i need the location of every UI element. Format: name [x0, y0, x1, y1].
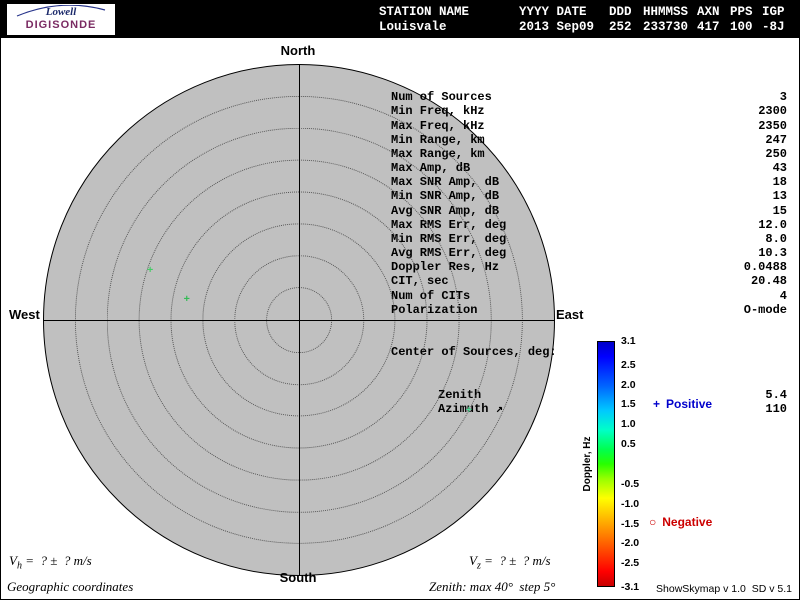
colorbar-tick-label: 2.5 — [621, 358, 636, 371]
stat-value: 250 — [765, 146, 787, 161]
header-bar: Lowell DIGISONDE STATION NAME Louisvale YY… — [1, 1, 799, 38]
vz-symbol: V — [469, 553, 477, 568]
stat-value: 18 — [772, 175, 787, 190]
stat-row: Min Freq, kHz 2300 — [391, 104, 787, 118]
legend-negative: ○ Negative — [649, 515, 712, 529]
header-column-value: Louisvale — [379, 20, 447, 34]
circle-marker-icon: ○ — [649, 515, 657, 529]
stat-value: 15 — [772, 203, 787, 218]
header-column-value: 417 — [697, 20, 720, 34]
stat-value: 110 — [765, 401, 787, 416]
header-column-value: 233730 — [643, 20, 689, 34]
vz-value: = ? ± ? m/s — [480, 553, 551, 568]
vz-subscript: z — [476, 560, 481, 572]
header-column-value: 252 — [609, 20, 632, 34]
header-columns: STATION NAME Louisvale YYYY DATE 2013 Sep09… — [379, 5, 792, 35]
lowell-digisonde-logo: Lowell DIGISONDE — [7, 4, 115, 35]
colorbar-tick-label: -2.5 — [621, 557, 640, 570]
compass-label-south: South — [279, 570, 317, 585]
colorbar-title: Doppler, Hz — [582, 436, 593, 492]
logo-lowell-text: Lowell — [45, 6, 77, 18]
doppler-colorbar: Doppler, Hz 3.1 2.5 2.0 1.5 1.0 0.5 -0.5 -1.0 -1… — [582, 335, 639, 593]
legend-positive-label: Positive — [666, 397, 713, 411]
compass-label-west: West — [9, 307, 40, 322]
stat-value: 2300 — [758, 104, 787, 119]
header-column-label: PPS — [730, 5, 753, 19]
stat-value: 4 — [779, 288, 787, 303]
stat-value: 43 — [772, 161, 787, 176]
stat-value: 3 — [779, 90, 787, 105]
header-column-label: HHMMSS — [643, 5, 689, 19]
colorbar-tick-label: -2.0 — [621, 537, 640, 550]
stat-label: Min Freq, kHz — [391, 104, 485, 119]
colorbar-tick-labels: 3.1 2.5 2.0 1.5 1.0 0.5 -0.5 -1.0 -1.5 -2.0 -2.5 -3… — [597, 335, 639, 593]
stat-value: 2350 — [758, 118, 787, 133]
stat-value: O-mode — [743, 302, 787, 317]
legend-positive: + Positive — [653, 397, 712, 411]
stat-row: Min Range, km 247 — [391, 133, 787, 147]
version-label: ShowSkymap v 1.0 SD v 5.1 — [656, 583, 792, 595]
header-column-label: IGP — [762, 5, 785, 19]
vh-subscript: h — [16, 560, 22, 572]
header-column-value: -8J — [762, 20, 785, 34]
zenith-range-label: Zenith: max 40° step 5° — [429, 579, 556, 594]
header-column: DDD 252 — [609, 5, 643, 35]
stat-value: 5.4 — [765, 387, 787, 402]
colorbar-tick-label: 2.0 — [621, 378, 636, 391]
stat-value: 20.48 — [750, 274, 787, 289]
colorbar-tick-label: 3.1 — [621, 335, 636, 347]
colorbar-tick-label: 0.5 — [621, 438, 636, 451]
header-column-label: STATION NAME — [379, 5, 470, 19]
stat-value: 10.3 — [758, 246, 787, 261]
compass-label-east: East — [556, 307, 584, 322]
colorbar-tick-label: -1.0 — [621, 497, 640, 510]
stat-value: 0.0488 — [743, 260, 787, 275]
colorbar-gradient — [597, 341, 615, 587]
header-column: HHMMSS 233730 — [643, 5, 697, 35]
legend-negative-label: Negative — [662, 515, 713, 529]
compass-label-north: North — [280, 43, 316, 58]
stat-value: 247 — [765, 132, 787, 147]
stat-value: 8.0 — [765, 231, 787, 246]
stat-value: 13 — [772, 189, 787, 204]
source-point: + — [147, 264, 154, 276]
coordinates-mode-label: Geographic coordinates — [7, 579, 134, 594]
colorbar-tick-label: -3.1 — [621, 581, 640, 593]
header-column: IGP -8J — [762, 5, 792, 35]
stat-label: Num of Sources — [391, 90, 492, 105]
source-point: + — [465, 404, 472, 416]
header-column-label: YYYY DATE — [519, 5, 587, 19]
header-column: YYYY DATE 2013 Sep09 — [519, 5, 609, 35]
skymap-plot: + + + — [43, 64, 555, 576]
source-point: + — [183, 293, 190, 305]
header-column-label: AXN — [697, 5, 720, 19]
logo-digisonde-text: DIGISONDE — [25, 19, 97, 31]
header-column: AXN 417 — [697, 5, 730, 35]
stat-row: Num of Sources 3 — [391, 90, 787, 104]
plus-marker-icon: + — [653, 397, 661, 411]
colorbar-tick-label: -1.5 — [621, 517, 640, 530]
colorbar-tick-label: 1.0 — [621, 418, 636, 431]
vh-value: = ? ± ? m/s — [21, 553, 92, 568]
east-west-axis — [44, 320, 554, 321]
stat-value: 12.0 — [758, 217, 787, 232]
header-column: STATION NAME Louisvale — [379, 5, 519, 35]
header-column-label: DDD — [609, 5, 632, 19]
colorbar-tick-label: -0.5 — [621, 477, 640, 490]
stat-row: Max Freq, kHz 2350 — [391, 119, 787, 133]
logo-swoosh-icon — [16, 5, 106, 17]
horizontal-velocity-readout: Vh = ? ± ? m/s — [9, 553, 92, 572]
colorbar-tick-label: 1.5 — [621, 398, 636, 411]
header-column-value: 100 — [730, 20, 753, 34]
vh-symbol: V — [9, 553, 17, 568]
header-column: PPS 100 — [730, 5, 762, 35]
vertical-velocity-readout: Vz = ? ± ? m/s — [469, 553, 551, 572]
header-column-value: 2013 Sep09 — [519, 20, 595, 34]
